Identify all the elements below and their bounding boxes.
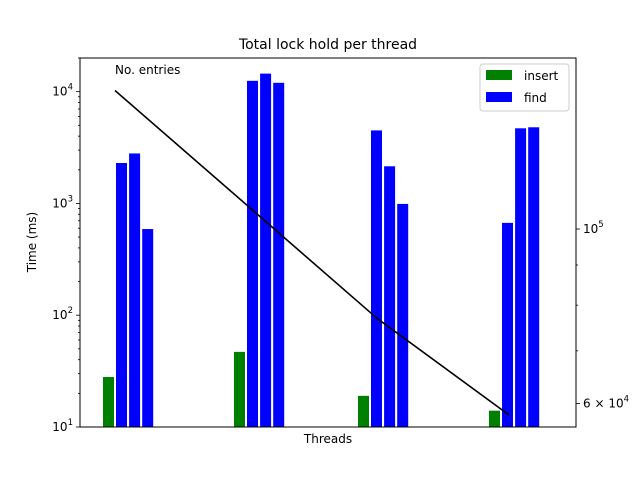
y-tick-label: 102 [52,306,73,322]
legend: insert find [479,63,570,112]
chart-title: Total lock hold per thread [238,37,417,53]
bar-find-3-1 [371,130,382,428]
bars-layer [103,73,540,428]
y-tick-label: 104 [52,83,73,99]
bar-find-2-3 [273,82,285,427]
secondary-y-axis-ticks: 6 × 104 105 [576,220,629,410]
entries-line [114,89,510,416]
legend-swatch-insert [486,70,512,80]
legend-label-insert: insert [524,69,559,83]
bar-find-3-2 [384,166,396,428]
bar-find-2-1 [247,80,258,428]
bar-find-2-2 [260,73,272,427]
y-axis-label: Time (ms) [25,212,39,274]
legend-label-find: find [524,91,547,105]
bar-insert-3 [358,395,369,427]
y2-tick-label: 105 [583,220,604,236]
bar-find-4-1 [502,222,513,427]
bar-insert-4 [489,410,500,427]
y-tick-label: 103 [52,194,73,210]
bar-insert-1 [103,377,114,427]
legend-swatch-find [486,92,512,102]
bar-find-1-3 [142,229,154,427]
bar-find-4-2 [515,128,527,427]
x-axis-label: Threads [303,432,352,446]
line-annotation: No. entries [115,63,180,77]
plot-frame [79,57,577,428]
bar-find-4-3 [528,127,540,427]
y-axis-ticks: 101 102 103 104 [52,57,80,434]
bar-insert-2 [234,351,245,427]
bar-find-1-1 [116,162,127,427]
bar-find-1-2 [129,153,141,428]
line-layer: No. entries [114,63,510,416]
y-tick-label: 101 [52,418,73,434]
y2-tick-label: 6 × 104 [583,394,629,410]
bar-find-3-3 [397,203,409,427]
